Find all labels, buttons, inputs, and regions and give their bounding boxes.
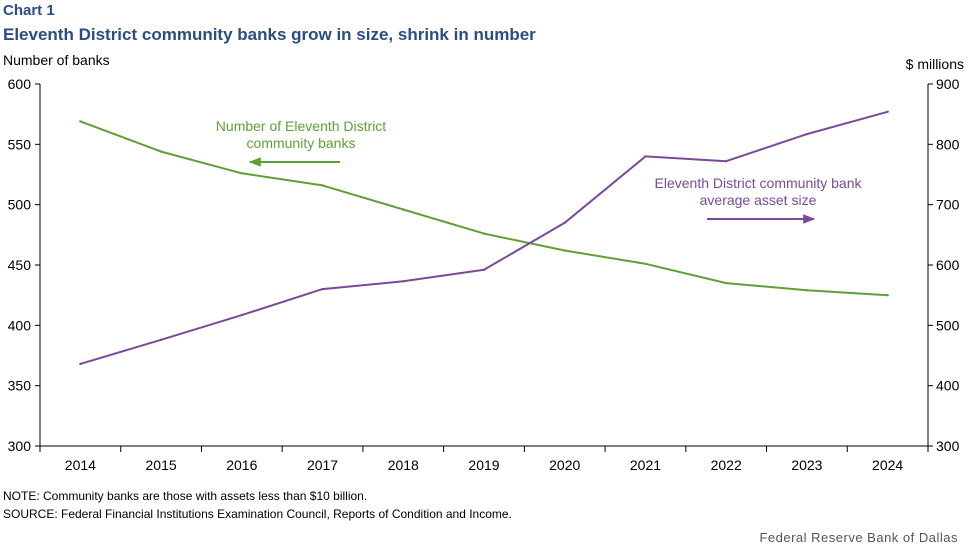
assets-annotation-text: average asset size: [700, 192, 817, 208]
left-axis-label: Number of banks: [3, 52, 110, 68]
asset-size-point: [805, 132, 809, 136]
right-tick-label: 900: [936, 76, 960, 92]
left-tick-label: 550: [8, 136, 32, 152]
banks-count-point: [79, 120, 82, 123]
x-tick-label: 2019: [468, 457, 499, 473]
left-tick-label: 350: [8, 378, 32, 394]
left-tick-label: 400: [8, 317, 32, 333]
x-tick-label: 2021: [630, 457, 661, 473]
right-tick-label: 500: [936, 317, 960, 333]
asset-size-point: [79, 362, 82, 366]
footnote-source: SOURCE: Federal Financial Institutions E…: [3, 507, 512, 521]
axes: 300 350 400 450 500 550 600 300 400 500 600 700 800 9…: [8, 76, 960, 473]
banks-annotation-text: Number of Eleventh District: [216, 118, 387, 134]
asset-size-point: [644, 155, 647, 158]
x-tick-label: 2024: [872, 457, 903, 473]
banks-count-point: [240, 172, 244, 175]
asset-size-line: [80, 110, 888, 365]
series-lines: [79, 110, 889, 366]
right-tick-label: 400: [936, 378, 960, 394]
banks-count-point: [563, 249, 566, 252]
asset-size-point: [240, 313, 244, 317]
asset-size-point: [402, 280, 405, 283]
x-tick-label: 2016: [226, 457, 257, 473]
banks-count-point: [159, 150, 163, 153]
right-tick-label: 600: [936, 257, 960, 273]
asset-size-point: [482, 268, 486, 272]
banks-count-point: [402, 208, 405, 211]
chart-title: Eleventh District community banks grow i…: [3, 25, 536, 44]
asset-size-point: [159, 338, 163, 342]
banks-count-point: [724, 281, 728, 285]
left-tick-label: 300: [8, 438, 32, 454]
right-tick-label: 700: [936, 197, 960, 213]
asset-size-point: [563, 221, 566, 224]
banks-count-point: [321, 184, 324, 187]
x-tick-label: 2015: [146, 457, 177, 473]
asset-size-point: [886, 110, 889, 113]
x-tick-label: 2014: [65, 457, 96, 473]
x-tick-label: 2018: [388, 457, 419, 473]
banks-count-point: [886, 293, 889, 297]
banks-count-point: [805, 289, 809, 292]
right-axis-label: $ millions: [905, 56, 964, 72]
asset-size-point: [724, 160, 728, 163]
left-tick-label: 500: [8, 197, 32, 213]
x-tick-label: 2017: [307, 457, 338, 473]
asset-size-point: [321, 287, 324, 291]
banks-count-point: [644, 262, 647, 265]
x-tick-label: 2022: [711, 457, 742, 473]
footnote-note: NOTE: Community banks are those with ass…: [3, 489, 368, 503]
right-tick-label: 800: [936, 136, 960, 152]
chart-number: Chart 1: [3, 2, 55, 19]
credit-line: Federal Reserve Bank of Dallas: [759, 530, 958, 545]
banks-count-point: [482, 232, 486, 235]
right-tick-label: 300: [936, 438, 960, 454]
left-tick-label: 600: [8, 76, 32, 92]
banks-annotation-text: community banks: [247, 135, 356, 151]
left-tick-label: 450: [8, 257, 32, 273]
x-tick-label: 2020: [549, 457, 580, 473]
assets-annotation-text: Eleventh District community bank: [655, 175, 863, 191]
x-tick-label: 2023: [791, 457, 822, 473]
